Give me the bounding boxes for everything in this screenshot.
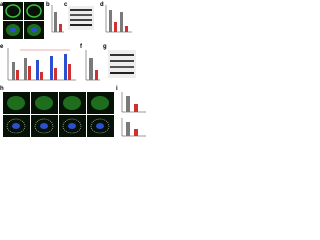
cell	[35, 96, 53, 110]
panel-label: e	[0, 44, 4, 50]
cell	[91, 96, 109, 110]
bar	[109, 10, 112, 32]
figure: a b c d e f g h i	[0, 2, 146, 137]
band	[70, 24, 92, 26]
band	[110, 54, 134, 56]
bar	[12, 62, 15, 80]
chart-i	[121, 92, 146, 137]
bar	[68, 64, 71, 80]
chart-b	[51, 5, 64, 33]
blot-g	[108, 50, 136, 78]
bar	[134, 104, 138, 112]
bar	[36, 60, 39, 80]
panel-label: b	[46, 2, 50, 8]
band	[70, 14, 92, 16]
bar	[59, 24, 62, 32]
outline	[90, 118, 110, 134]
micrograph-grid-a	[3, 2, 44, 39]
band	[70, 9, 92, 11]
chart-d	[105, 5, 132, 33]
bar	[50, 56, 53, 80]
panel-label: a	[0, 2, 4, 8]
bar	[54, 12, 57, 32]
outline	[34, 118, 54, 134]
bar	[114, 22, 117, 32]
cell	[5, 4, 21, 18]
outline	[6, 118, 26, 134]
panel-label: f	[80, 44, 83, 50]
bar	[126, 122, 130, 136]
bar	[40, 72, 43, 80]
bar	[64, 54, 67, 80]
bar	[134, 129, 138, 136]
panel-label: i	[116, 86, 118, 92]
nucleus	[40, 123, 48, 129]
panel-label: g	[103, 44, 107, 50]
bar	[28, 66, 31, 80]
axis	[7, 48, 76, 81]
nucleus	[68, 123, 76, 129]
panel-label: c	[64, 2, 68, 8]
bar	[24, 58, 27, 80]
panel-label: h	[0, 86, 4, 92]
nucleus	[12, 123, 20, 129]
outline	[62, 118, 82, 134]
bar	[120, 12, 123, 32]
bar	[54, 68, 57, 80]
cell	[7, 96, 25, 110]
chart-f	[85, 50, 100, 81]
chart-e	[7, 48, 76, 81]
bar	[89, 58, 93, 80]
axis	[51, 5, 64, 33]
axis	[105, 5, 132, 33]
nucleus	[10, 27, 16, 33]
band	[70, 19, 92, 21]
bar	[126, 96, 130, 112]
nucleus	[96, 123, 104, 129]
bar	[16, 70, 19, 80]
bar	[95, 70, 98, 80]
band	[110, 60, 134, 62]
panel-label: d	[100, 2, 104, 8]
band	[110, 72, 134, 74]
blot-c	[68, 6, 94, 30]
micrograph-row-h	[3, 92, 114, 137]
cell	[63, 96, 81, 110]
nucleus	[31, 27, 37, 33]
band	[110, 66, 134, 68]
cell	[26, 4, 42, 18]
bar	[125, 26, 128, 32]
